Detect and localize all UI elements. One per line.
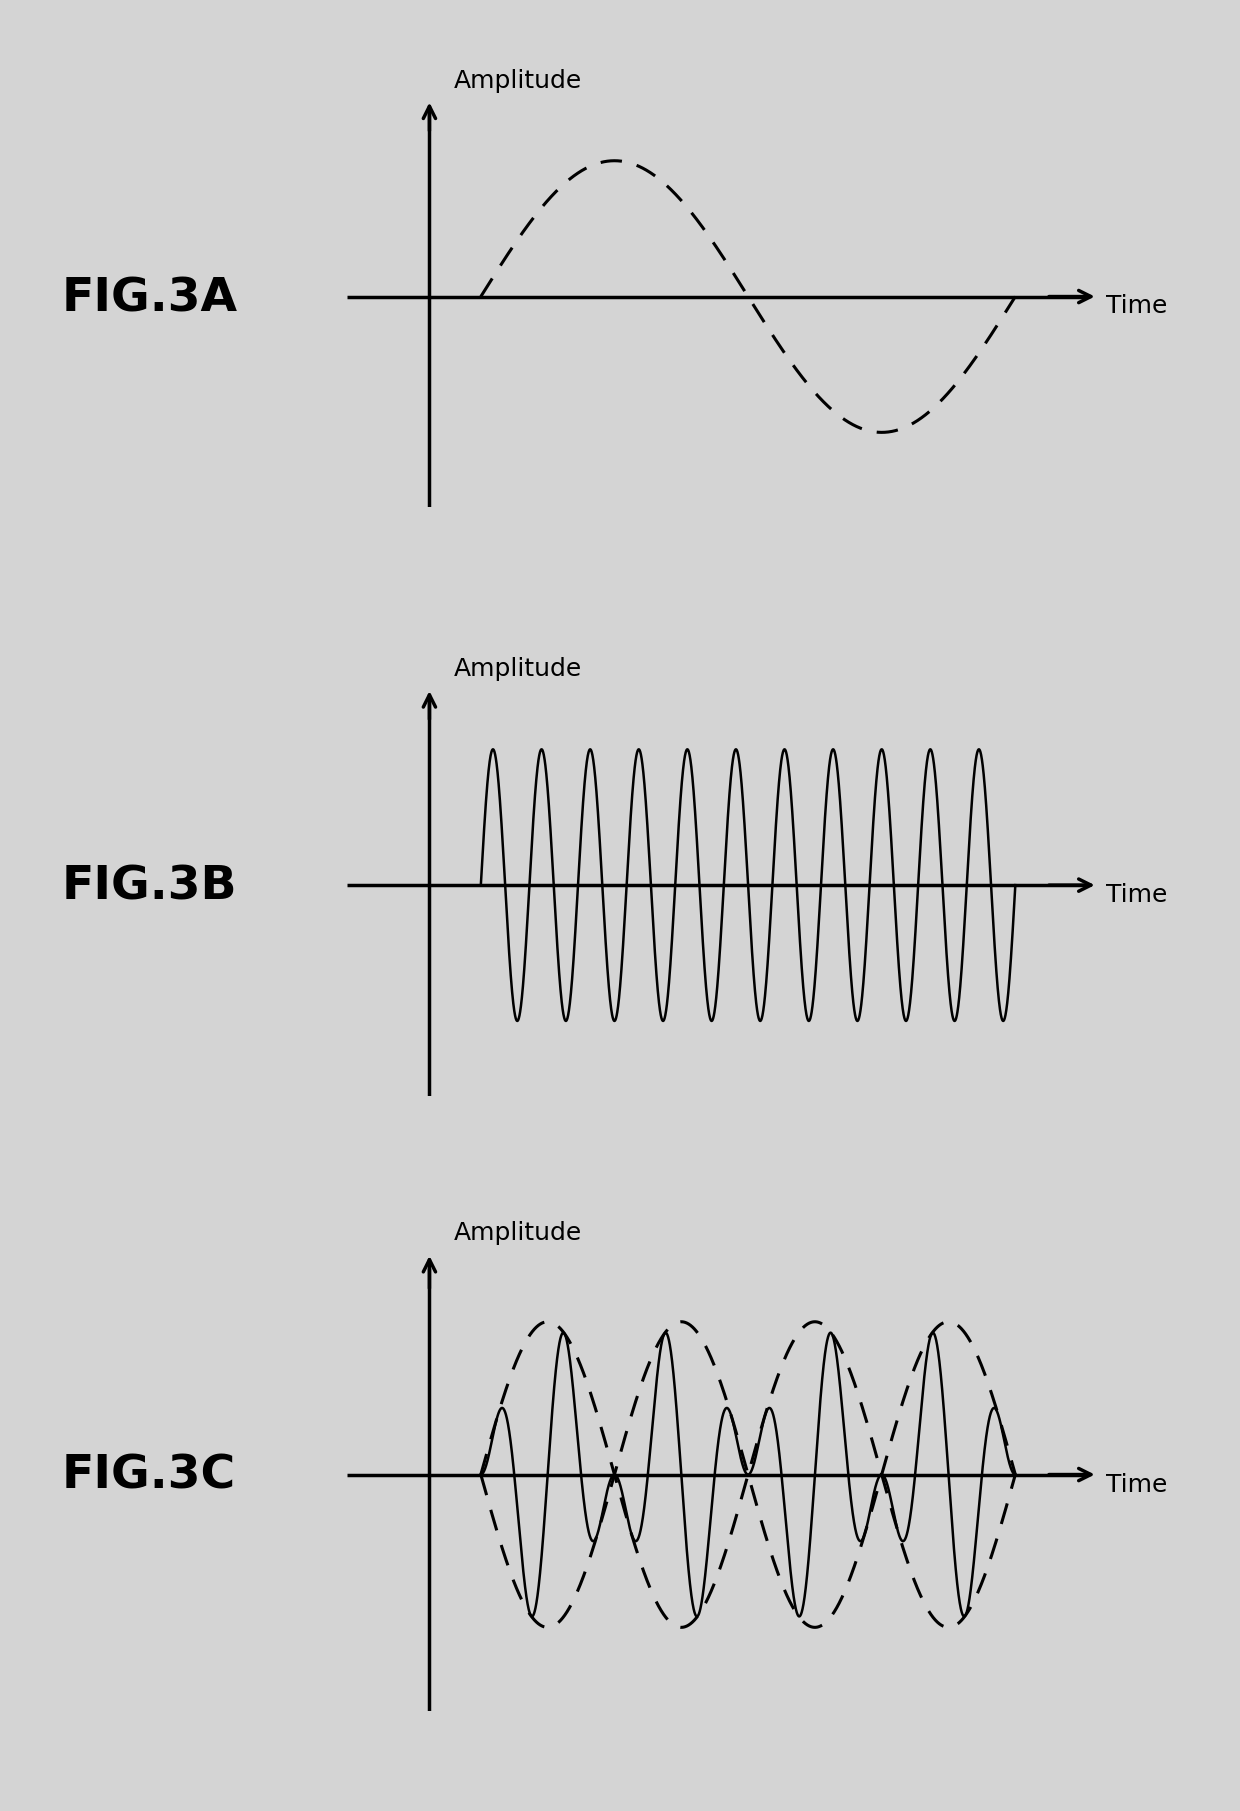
Text: FIG.3A: FIG.3A	[62, 277, 238, 321]
Text: Time: Time	[1106, 293, 1167, 319]
Text: Amplitude: Amplitude	[454, 69, 583, 92]
Text: Amplitude: Amplitude	[454, 1221, 583, 1246]
Text: FIG.3B: FIG.3B	[62, 866, 238, 909]
Text: Amplitude: Amplitude	[454, 657, 583, 681]
Text: Time: Time	[1106, 1472, 1167, 1498]
Text: Time: Time	[1106, 882, 1167, 907]
Text: FIG.3C: FIG.3C	[62, 1454, 237, 1498]
